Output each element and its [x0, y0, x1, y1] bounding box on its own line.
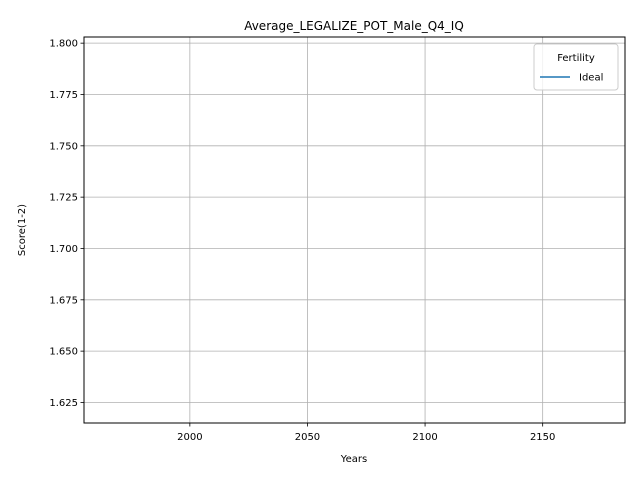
x-tick-label: 2100	[412, 432, 437, 443]
y-tick-label: 1.800	[49, 39, 78, 50]
x-tick-label: 2050	[295, 432, 320, 443]
y-tick-label: 1.725	[49, 193, 78, 204]
plot-area-frame	[83, 36, 626, 424]
y-tick-label: 1.775	[49, 90, 78, 101]
x-axis-label: Years	[340, 454, 367, 465]
grid	[84, 37, 625, 423]
legend-entry-label: Ideal	[579, 73, 603, 84]
y-tick-label: 1.700	[49, 244, 78, 255]
y-tick-label: 1.650	[49, 347, 78, 358]
y-axis-ticks: 1.625 1.650 1.675 1.700 1.725 1.750 1.775 1.800	[49, 39, 84, 409]
chart-title: Average_LEGALIZE_POT_Male_Q4_IQ	[244, 19, 464, 33]
y-tick-label: 1.750	[49, 141, 78, 152]
legend-entries: Ideal	[540, 73, 603, 84]
legend: Fertility Ideal	[533, 43, 619, 91]
y-tick-label: 1.675	[49, 295, 78, 306]
legend-title: Fertility	[557, 53, 595, 64]
x-axis-ticks: 2000 2050 2100 2150	[177, 423, 555, 443]
y-tick-label: 1.625	[49, 398, 78, 409]
x-tick-label: 2150	[530, 432, 555, 443]
y-axis-label: Score(1-2)	[17, 204, 28, 256]
legend-box	[533, 43, 619, 91]
x-tick-label: 2000	[177, 432, 202, 443]
